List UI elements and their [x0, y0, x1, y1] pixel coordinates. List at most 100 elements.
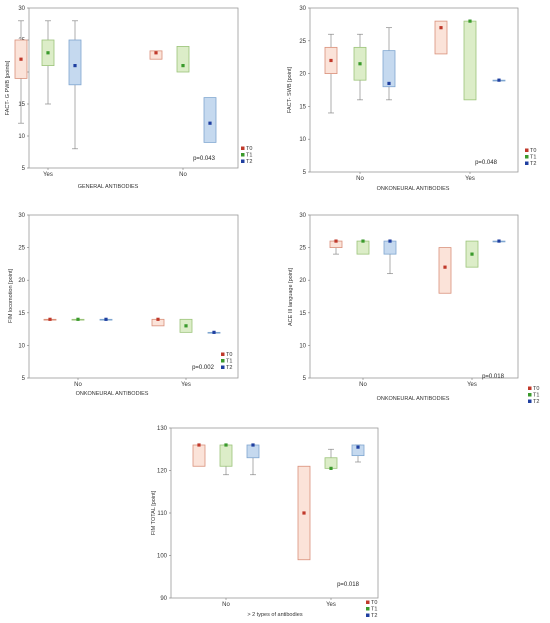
median-point — [73, 64, 77, 68]
box-rect — [382, 50, 396, 88]
legend-label: T0 — [371, 600, 377, 606]
legend-label: T2 — [533, 399, 539, 405]
y-axis-label: FIM TOTAL [point] — [151, 490, 157, 535]
box-T1-no — [356, 239, 370, 255]
median-point — [439, 26, 443, 30]
x-category-label: Yes — [43, 172, 53, 178]
box-T1-yes — [179, 318, 193, 333]
median-point — [224, 443, 228, 447]
x-axis-label: ONKONEURAL ANTIBODIES — [377, 396, 450, 402]
legend-swatch-T1 — [241, 153, 245, 157]
median-point — [46, 51, 50, 55]
legend-swatch-T2 — [221, 365, 225, 369]
median-point — [156, 317, 160, 321]
legend-swatch-T0 — [366, 600, 370, 604]
x-category-label: No — [222, 602, 230, 608]
chart-panel-1: 51015202530YesNoGENERAL ANTIBODIESFACT- … — [5, 6, 252, 190]
x-category-label: Yes — [467, 382, 477, 388]
legend-label: T2 — [226, 365, 232, 371]
box-T0-no — [329, 239, 343, 255]
legend-label: T1 — [533, 393, 539, 399]
box-rect — [356, 240, 370, 255]
y-tick-label: 100 — [157, 554, 168, 560]
legend-label: T1 — [371, 607, 377, 613]
legend-label: T1 — [530, 155, 536, 161]
median-point — [388, 239, 392, 243]
y-tick-label: 20 — [18, 278, 25, 284]
box-T2-yes — [68, 20, 82, 150]
median-point — [19, 57, 23, 61]
box-T2-yes — [492, 239, 506, 243]
median-point — [468, 19, 472, 23]
legend-swatch-T1 — [525, 155, 529, 159]
chart-panel-5: 90 100 110 120 130 No Yes > 2 types of antibodi… — [151, 426, 379, 619]
box-T1-yes — [463, 19, 477, 101]
chart-panel-2: 5 10 15 20 25 30 No Yes ONKONEURAL ANTIBODIES FAC… — [287, 6, 536, 192]
box-T2-yes — [492, 78, 506, 82]
legend-swatch-T2 — [525, 161, 529, 165]
legend-swatch-T1 — [366, 607, 370, 611]
median-point — [470, 252, 474, 256]
y-tick-label: 130 — [157, 426, 168, 432]
y-axis-label: FACT- SWB [point] — [287, 66, 293, 113]
y-tick-label: 10 — [18, 134, 25, 140]
box-T0-yes — [438, 247, 452, 294]
box-T1-yes — [324, 448, 338, 470]
legend-swatch-T2 — [366, 613, 370, 617]
legend-swatch-T0 — [221, 352, 225, 356]
y-tick-label: 15 — [299, 311, 306, 317]
box-T0-no — [192, 443, 206, 467]
plot-frame — [309, 214, 519, 379]
y-tick-label: 25 — [299, 246, 306, 252]
y-tick-label: 5 — [303, 170, 307, 176]
median-point — [154, 51, 158, 55]
x-axis-label: ONKONEURAL ANTIBODIES — [76, 391, 149, 397]
box-T1-no — [71, 317, 85, 321]
chart-panel-4: 5 10 15 20 25 30 No Yes ONKONEURAL ANTIBODIES ACE… — [288, 213, 539, 405]
box-T2-no — [382, 27, 396, 101]
legend-label: T1 — [226, 359, 232, 365]
y-tick-label: 15 — [18, 102, 25, 108]
legend-swatch-T0 — [525, 148, 529, 152]
legend-swatch-T1 — [528, 393, 532, 397]
legend-label: T0 — [226, 352, 232, 358]
chart-panel-3: 5 10 15 20 25 30 No Yes ONKONEURAL ANTIBODIES FIM… — [8, 213, 239, 397]
x-category-label: Yes — [326, 602, 336, 608]
y-tick-label: 90 — [160, 596, 167, 602]
box-T2-no — [246, 443, 260, 476]
x-category-label: No — [359, 382, 367, 388]
median-point — [251, 443, 255, 447]
y-tick-label: 120 — [157, 469, 168, 475]
y-tick-label: 20 — [299, 72, 306, 78]
box-T1-no — [353, 33, 367, 101]
y-tick-label: 20 — [299, 278, 306, 284]
y-tick-label: 10 — [299, 137, 306, 143]
median-point — [356, 445, 360, 449]
median-point — [358, 62, 362, 66]
x-category-label: Yes — [465, 176, 475, 182]
median-point — [329, 466, 333, 470]
median-point — [184, 324, 188, 328]
box-rect — [176, 46, 190, 73]
box-rect — [351, 444, 365, 457]
box-T2-yes — [207, 330, 221, 334]
box-rect — [68, 39, 82, 86]
y-tick-label: 30 — [299, 213, 306, 219]
y-tick-label: 10 — [299, 343, 306, 349]
box-T2-no — [99, 317, 113, 321]
legend-label: T0 — [246, 146, 252, 152]
legend-swatch-T0 — [241, 146, 245, 150]
median-point — [329, 58, 333, 63]
box-T0-no — [149, 50, 163, 60]
x-category-label: Yes — [181, 382, 191, 388]
box-rect — [192, 444, 206, 467]
median-point — [197, 443, 201, 447]
y-tick-label: 110 — [157, 511, 167, 517]
median-point — [387, 81, 391, 86]
legend-label: T1 — [246, 153, 252, 159]
box-rect — [438, 247, 452, 294]
box-T0-yes — [434, 20, 448, 55]
